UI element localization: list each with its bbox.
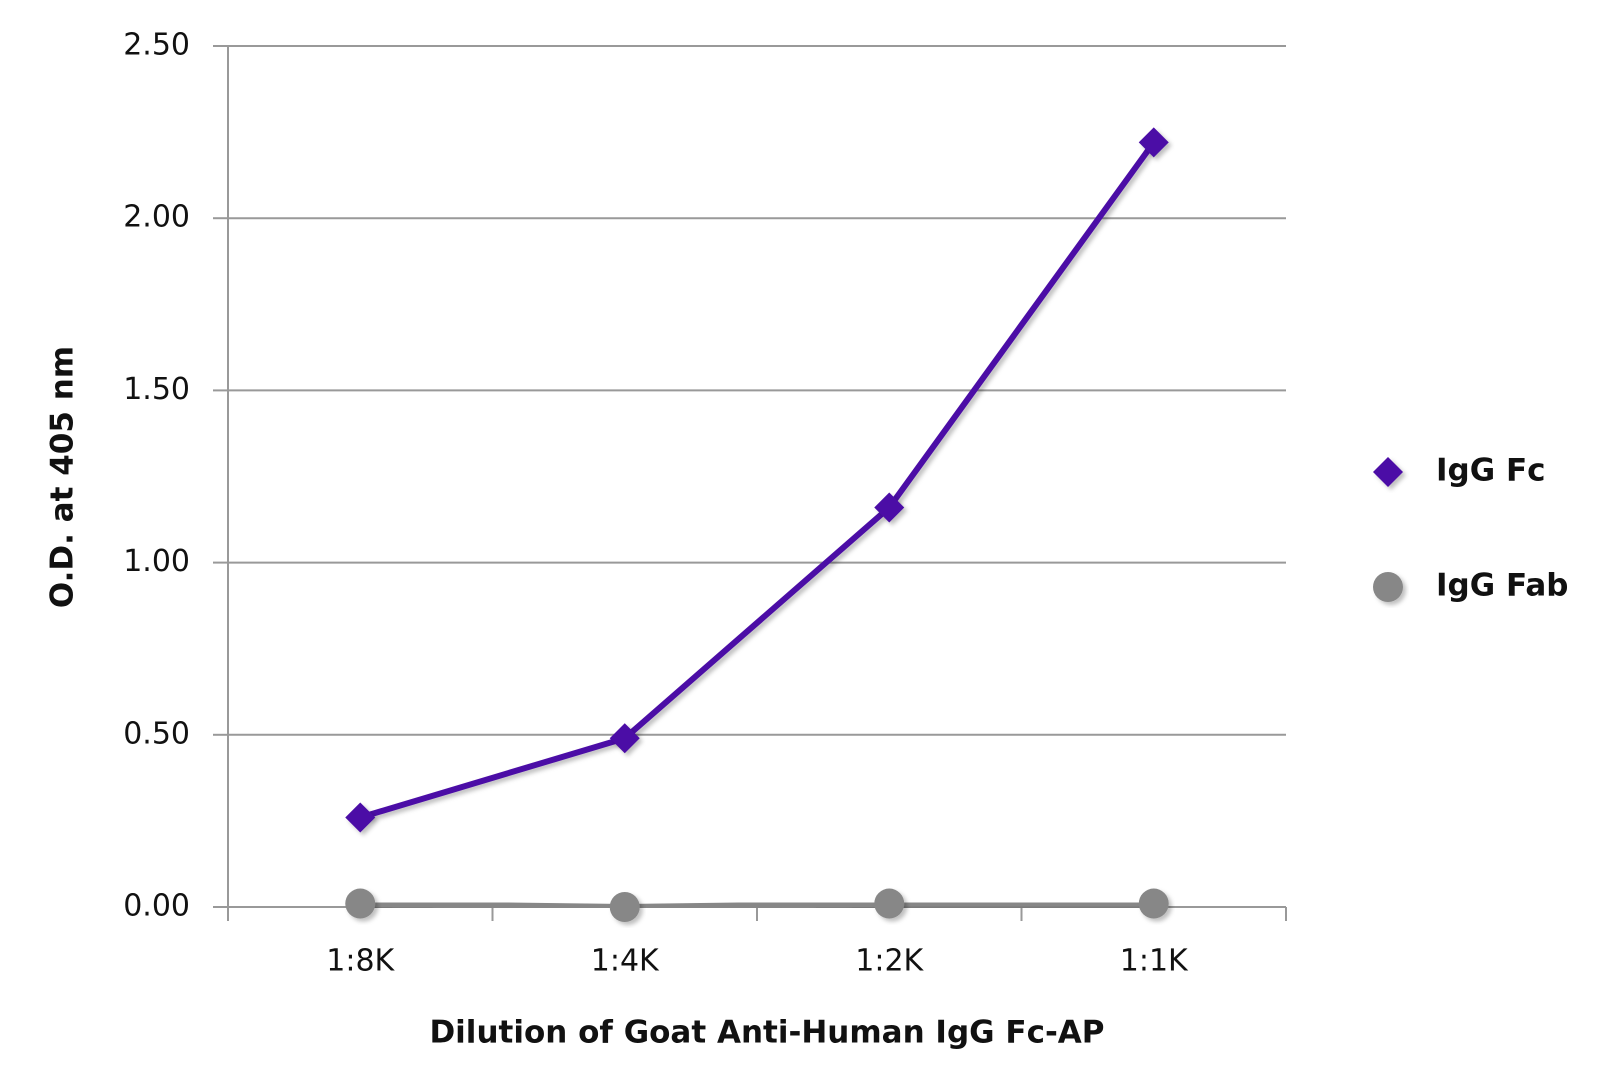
series-line (360, 900, 1154, 910)
series-line (359, 140, 1157, 821)
data-point (1138, 888, 1169, 919)
data-point (345, 802, 376, 833)
data-point (609, 892, 640, 922)
data-point (1138, 127, 1169, 158)
y-tick-label: 0.50 (123, 716, 190, 751)
x-tick-label: 1:1K (1120, 944, 1189, 979)
y-axis-title: O.D. at 405 nm (45, 346, 81, 608)
y-tick-label: 2.00 (123, 200, 190, 235)
legend-label: IgG Fab (1436, 568, 1568, 604)
x-tick-label: 1:2K (855, 944, 924, 979)
x-axis-title: Dilution of Goat Anti-Human IgG Fc-AP (429, 1015, 1104, 1051)
data-point (609, 723, 640, 754)
x-tick-label: 1:8K (326, 944, 395, 979)
data-point (874, 492, 905, 523)
data-point (345, 888, 376, 919)
y-tick-label: 2.50 (123, 28, 190, 63)
legend-marker (1373, 572, 1403, 602)
y-tick-label: 0.00 (123, 889, 190, 924)
y-tick-label: 1.00 (123, 544, 190, 579)
y-tick-label: 1.50 (123, 372, 190, 407)
legend-label: IgG Fc (1436, 453, 1546, 489)
data-point (874, 888, 905, 919)
legend-marker (1373, 457, 1403, 487)
x-tick-label: 1:4K (591, 944, 660, 979)
